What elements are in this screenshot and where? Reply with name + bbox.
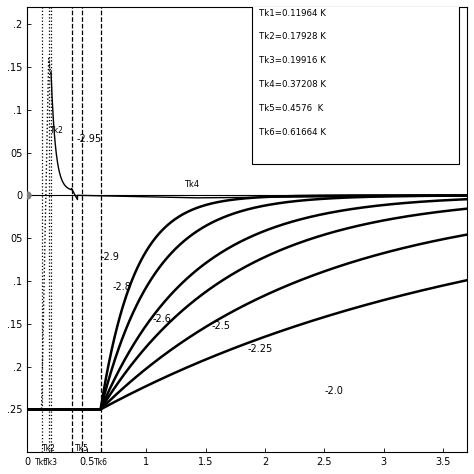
Text: Tk4=0.37208 K: Tk4=0.37208 K — [259, 81, 326, 90]
Text: Tkt: Tkt — [36, 458, 48, 467]
Text: Tk6=0.61664 K: Tk6=0.61664 K — [259, 128, 326, 137]
Text: -2.95: -2.95 — [76, 134, 101, 144]
Text: Tk2=0.17928 K: Tk2=0.17928 K — [259, 33, 326, 42]
Text: -2.5: -2.5 — [211, 321, 230, 331]
Text: Tk5=0.4576  K: Tk5=0.4576 K — [259, 104, 323, 113]
Text: Tk5: Tk5 — [75, 444, 89, 453]
Text: -2.8: -2.8 — [113, 282, 132, 292]
Text: Tk1=0.11964 K: Tk1=0.11964 K — [259, 9, 326, 18]
Text: Tk2: Tk2 — [42, 444, 55, 453]
FancyBboxPatch shape — [252, 0, 459, 164]
Text: -2.0: -2.0 — [324, 386, 343, 396]
Text: Tk3: Tk3 — [44, 458, 58, 467]
Text: -2.6: -2.6 — [152, 314, 171, 324]
Text: Tk2: Tk2 — [50, 126, 64, 135]
Text: -2.9: -2.9 — [101, 252, 120, 262]
Text: -2.25: -2.25 — [247, 344, 273, 354]
Text: Tk6: Tk6 — [93, 458, 108, 467]
Text: Tk3=0.19916 K: Tk3=0.19916 K — [259, 56, 326, 65]
Text: Tk4: Tk4 — [184, 180, 199, 189]
